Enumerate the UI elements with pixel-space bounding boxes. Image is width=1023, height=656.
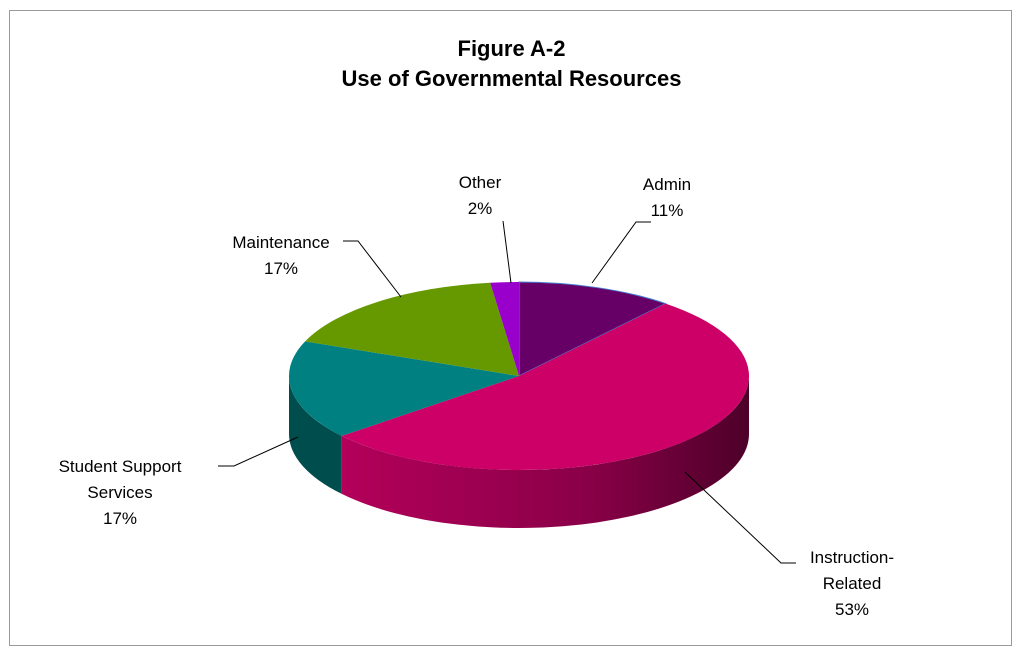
leader-line-other [502,220,512,284]
slice-label-admin: Admin 11% [643,175,691,220]
pie-side-instruction-related [341,376,749,528]
leader-line-admin [591,221,651,284]
pie-slice-admin [518,281,667,377]
pie-slice-student-support-services [289,341,519,436]
leader-line-maintenance [343,240,402,298]
pie-sides [289,376,749,528]
chart-title-block: Figure A-2 Use of Governmental Resources [0,34,1023,94]
leader-line-instruction-related [684,471,796,564]
pie-side-student-support-services [289,376,342,494]
pie-tops [289,281,749,470]
slice-label-instruction-related: Instruction-Related 53% [810,548,894,619]
slice-label-maintenance: Maintenance 17% [232,233,329,278]
chart-subtitle: Use of Governmental Resources [341,66,682,91]
pie-slice-maintenance [305,282,519,376]
pie-slice-other [490,282,519,376]
leader-line-student-support-services [218,436,299,467]
slice-label-student-support-services: Student Support Services 17% [59,457,182,528]
pie-labels: Admin 11% Instruction-Related 53% Student Su… [59,173,894,619]
pie-leaders [218,220,796,564]
pie-slice-instruction-related [341,303,749,470]
slice-label-other: Other 2% [459,173,502,218]
chart-title: Figure A-2 [457,36,566,61]
